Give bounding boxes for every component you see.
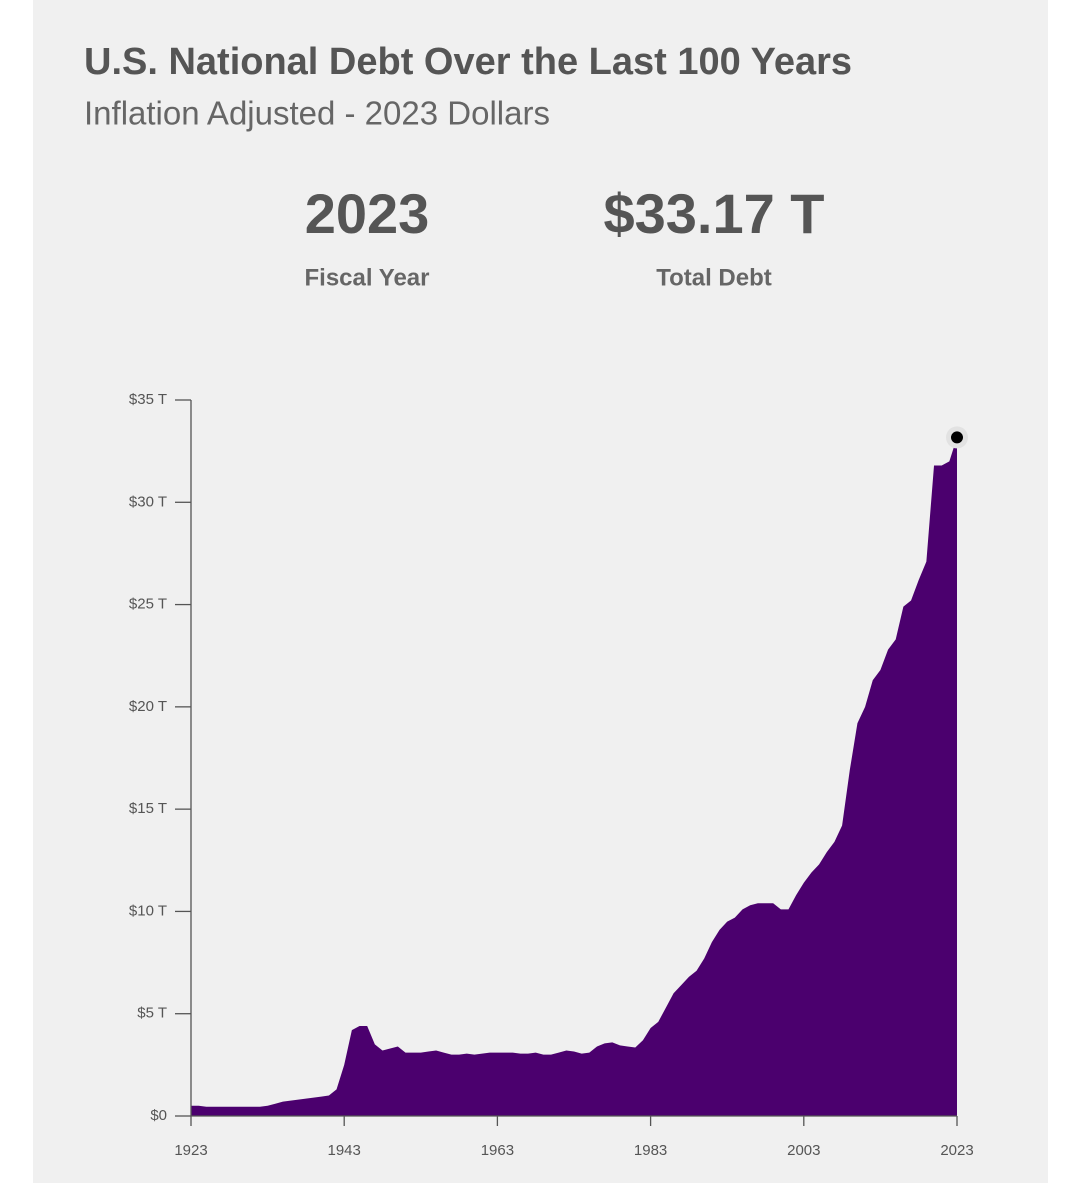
area	[191, 437, 957, 1116]
y-tick-label: $10 T	[129, 902, 167, 919]
y-tick-label: $0	[150, 1107, 167, 1124]
x-tick-label: 1943	[328, 1142, 361, 1159]
stat-value: 2023	[305, 182, 430, 245]
highlight-point	[951, 431, 963, 444]
y-tick-label: $35 T	[129, 391, 167, 408]
y-tick-label: $30 T	[129, 493, 167, 510]
x-tick-label: 1923	[174, 1142, 207, 1159]
y-tick-label: $5 T	[137, 1005, 167, 1022]
y-tick-label: $15 T	[129, 800, 167, 817]
stat-value: $33.17 T	[603, 182, 824, 245]
x-tick-label: 2003	[787, 1142, 820, 1159]
x-tick-label: 1983	[634, 1142, 667, 1159]
stat-label: Fiscal Year	[305, 264, 430, 291]
x-tick-label: 1963	[481, 1142, 514, 1159]
y-tick-label: $20 T	[129, 698, 167, 715]
chart-title: U.S. National Debt Over the Last 100 Yea…	[84, 41, 852, 83]
x-tick-label: 2023	[940, 1142, 973, 1159]
stat-label: Total Debt	[656, 264, 772, 291]
chart-subtitle: Inflation Adjusted - 2023 Dollars	[84, 95, 550, 132]
y-tick-label: $25 T	[129, 596, 167, 613]
